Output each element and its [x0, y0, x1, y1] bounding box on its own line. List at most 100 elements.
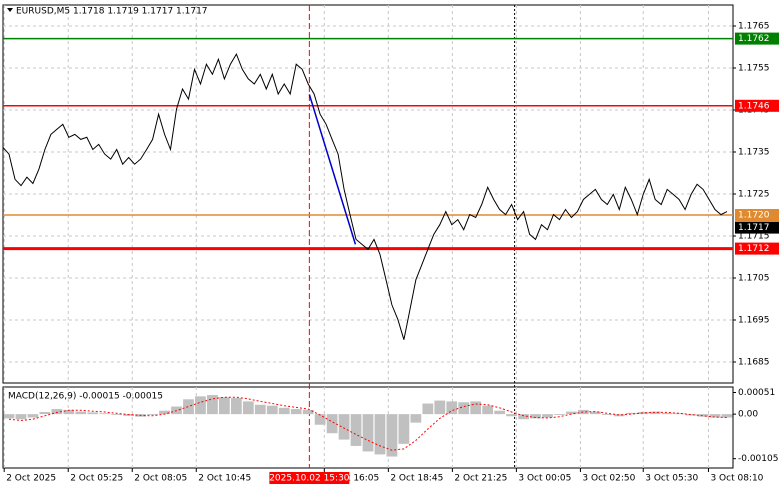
- macd-bar: [3, 414, 15, 419]
- macd-title: MACD(12,26,9) -0.00015 -0.00015: [8, 392, 163, 402]
- x-tick-label: 2 Oct 2025: [6, 474, 56, 484]
- macd-bar: [530, 414, 541, 419]
- macd-bar: [458, 402, 470, 415]
- x-tick-label: 2 Oct 18:45: [390, 474, 443, 484]
- chart-title: EURUSD,M5 1.1718 1.1719 1.1717 1.1717: [16, 7, 208, 17]
- macd-bar: [542, 414, 553, 418]
- level-label: 1.1712: [738, 244, 770, 254]
- x-tick-label: 3 Oct 00:05: [518, 474, 571, 484]
- signal-line: [8, 396, 728, 451]
- macd-bar: [422, 403, 434, 415]
- macd-bar: [183, 399, 194, 415]
- macd-bar: [230, 398, 242, 415]
- macd-bar: [434, 400, 446, 415]
- macd-bar: [673, 413, 685, 415]
- level-label-box: [735, 99, 779, 112]
- macd-bar: [601, 414, 613, 415]
- macd-bar: [278, 407, 290, 415]
- y-tick-label: 1.1765: [738, 22, 770, 32]
- y-tick-label: 1.1705: [738, 274, 770, 284]
- macd-bar: [661, 412, 673, 415]
- x-tick-label: 3 Oct 08:10: [710, 474, 763, 484]
- macd-bar: [613, 414, 625, 417]
- macd-bar: [625, 412, 637, 415]
- time-marker-box: [269, 472, 350, 484]
- macd-bar: [147, 414, 158, 415]
- time-marker-label: 2025.10.02 15:30: [269, 474, 350, 484]
- macd-bar: [15, 414, 27, 420]
- macd-bar: [518, 414, 529, 420]
- macd-frame: [2, 386, 734, 469]
- macd-bar: [207, 395, 218, 415]
- macd-bar: [302, 409, 314, 415]
- current-price-label: 1.1717: [738, 223, 770, 233]
- macd-bar: [63, 409, 75, 415]
- macd-bar: [482, 405, 494, 415]
- macd-bar: [219, 397, 230, 415]
- macd-bar: [39, 412, 51, 415]
- macd-bar: [338, 414, 350, 440]
- y-tick-label: 1.1755: [738, 64, 770, 74]
- macd-bar: [506, 414, 517, 417]
- macd-bar: [350, 414, 362, 446]
- current-price-box: [735, 221, 779, 234]
- y-tick-label: 0.00: [738, 410, 758, 420]
- macd-bar: [685, 414, 697, 416]
- macd-bar: [566, 411, 577, 415]
- macd-bar: [470, 401, 482, 415]
- macd-bar: [410, 414, 422, 423]
- macd-bar: [87, 412, 99, 415]
- macd-bar: [578, 409, 589, 415]
- level-label: 1.1746: [738, 101, 770, 111]
- macd-bar: [721, 414, 733, 418]
- macd-bar: [51, 409, 63, 415]
- level-label-box: [735, 209, 779, 221]
- trend-line: [308, 94, 357, 245]
- macd-bar: [314, 414, 326, 425]
- x-tick-label: 2 Oct 10:45: [198, 474, 251, 484]
- macd-bar: [290, 409, 302, 415]
- macd-bar: [99, 413, 111, 415]
- macd-bar: [494, 410, 506, 415]
- x-tick-label: 2 Oct 08:05: [134, 474, 187, 484]
- macd-bar: [374, 414, 386, 455]
- level-label-box: [735, 242, 779, 255]
- macd-bar: [589, 411, 601, 415]
- menu-icon[interactable]: [7, 8, 13, 12]
- x-tick-label: 3 Oct 02:50: [582, 474, 635, 484]
- macd-bar: [266, 405, 278, 415]
- x-tick-label: 2 Oct 16:05: [326, 474, 379, 484]
- y-tick-label: 1.1695: [738, 316, 770, 326]
- price-line: [2, 52, 728, 340]
- y-tick-label: 1.1715: [738, 232, 770, 242]
- macd-bar: [637, 412, 649, 415]
- x-tick-label: 2 Oct 05:25: [70, 474, 123, 484]
- macd-bar: [27, 414, 39, 418]
- macd-bar: [446, 401, 458, 415]
- macd-bar: [254, 404, 266, 415]
- macd-bar: [195, 396, 206, 415]
- macd-bar: [697, 414, 709, 417]
- macd-bar: [709, 414, 721, 418]
- y-tick-label: 1.1725: [738, 190, 770, 200]
- level-label: 1.1762: [738, 34, 770, 44]
- macd-bar: [111, 414, 123, 415]
- macd-bar: [398, 414, 410, 444]
- macd-bar: [649, 411, 661, 415]
- x-tick-label: 3 Oct 05:30: [645, 474, 698, 484]
- macd-bar: [159, 410, 170, 415]
- y-tick-label: 1.1685: [738, 358, 770, 368]
- level-label-box: [735, 32, 779, 45]
- macd-bar: [75, 411, 87, 415]
- macd-bar: [326, 414, 338, 434]
- x-tick-label: 2 Oct 21:25: [454, 474, 507, 484]
- y-tick-label: -0.00105: [738, 454, 778, 464]
- macd-bar: [362, 414, 374, 452]
- macd-bar: [554, 414, 565, 415]
- macd-bar: [386, 414, 398, 457]
- macd-bar: [242, 401, 254, 415]
- y-tick-label: 1.1735: [738, 148, 770, 158]
